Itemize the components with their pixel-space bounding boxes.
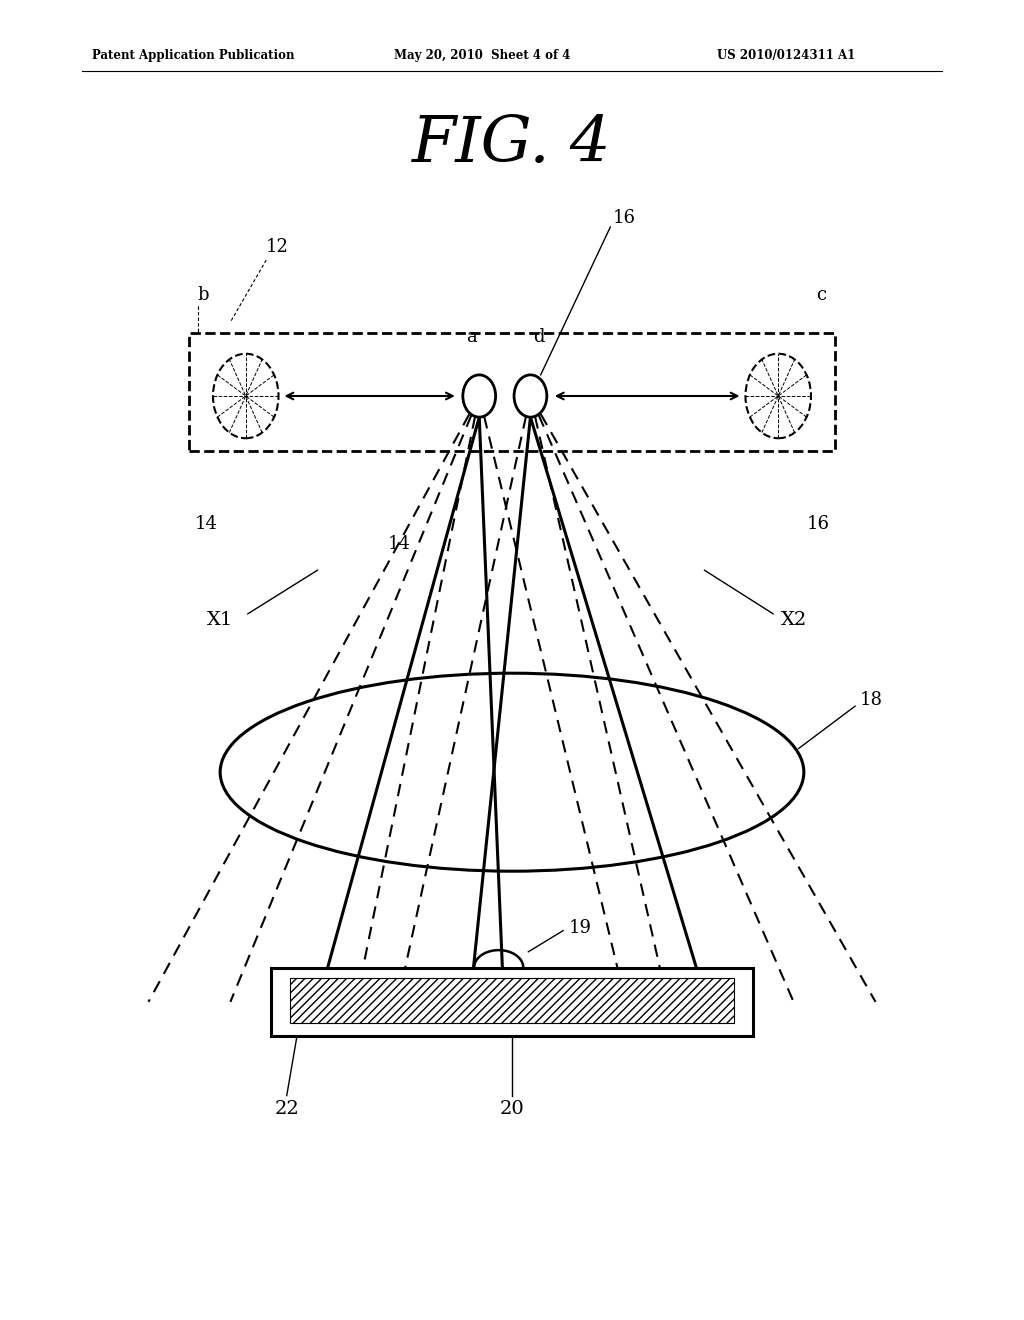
- Circle shape: [463, 375, 496, 417]
- Text: d: d: [532, 327, 545, 346]
- Text: 14: 14: [195, 515, 217, 533]
- Text: 14: 14: [388, 535, 411, 553]
- Text: a: a: [466, 327, 476, 346]
- Text: US 2010/0124311 A1: US 2010/0124311 A1: [717, 49, 855, 62]
- Circle shape: [514, 375, 547, 417]
- Text: b: b: [198, 285, 209, 304]
- Text: 22: 22: [274, 1100, 299, 1118]
- Bar: [189, 333, 835, 451]
- Text: X1: X1: [207, 611, 233, 630]
- Bar: [290, 978, 734, 1023]
- Text: c: c: [816, 285, 826, 304]
- Text: 19: 19: [568, 919, 591, 937]
- Text: 16: 16: [807, 515, 829, 533]
- Text: 20: 20: [500, 1100, 524, 1118]
- Bar: [271, 968, 753, 1036]
- Text: May 20, 2010  Sheet 4 of 4: May 20, 2010 Sheet 4 of 4: [394, 49, 570, 62]
- Text: X2: X2: [780, 611, 807, 630]
- Text: FIG. 4: FIG. 4: [413, 115, 611, 176]
- Text: Patent Application Publication: Patent Application Publication: [92, 49, 295, 62]
- Text: 18: 18: [860, 690, 883, 709]
- Text: 16: 16: [612, 209, 635, 227]
- Text: 12: 12: [266, 238, 289, 256]
